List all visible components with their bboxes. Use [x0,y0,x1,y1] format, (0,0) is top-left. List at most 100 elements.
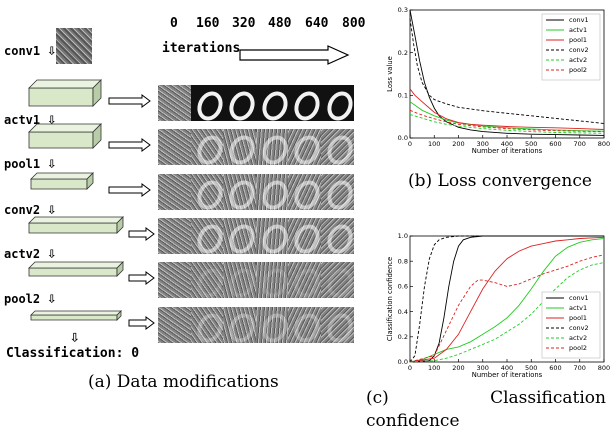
legend-label: actv1 [569,304,587,312]
activation-thumbnail [320,129,358,169]
layer-block [28,79,102,107]
loss-chart: 0 100 200 300 400 500 600 700 800 0.0 0.1 0.2 0.3 Num… [386,6,610,155]
caption-c: (c) Classification confidence [366,387,606,433]
stage-label: actv2 ⇩ [4,244,56,262]
digit-zero-shape [290,220,325,258]
legend-label: actv1 [569,26,587,34]
series-line-conv2 [409,18,605,124]
iteration-tick: 640 [305,16,329,31]
digit-zero-shape [257,87,292,125]
down-arrow: ⇩ [47,289,57,307]
legend-label: conv1 [569,16,589,24]
layer-block [30,310,122,321]
series-line-conv2 [409,235,604,363]
digit-zero-shape [322,176,358,214]
series-line-actv2 [409,114,605,134]
activation-thumbnail [288,262,325,302]
down-arrow: ⇩ [47,154,57,172]
activation-thumbnail [190,307,227,347]
digit-zero-shape [192,264,227,302]
x-tick-label: 0 [408,140,412,148]
activation-thumbnail [320,218,358,258]
y-tick-label: 0.4 [398,308,408,316]
activation-thumbnail [288,129,325,169]
legend-label: pool1 [569,314,587,322]
digit-zero-shape [224,176,260,214]
x-tick-label: 800 [598,364,610,372]
y-axis-label: Loss value [386,56,394,92]
image-strip [158,129,358,169]
digit-zero-shape [257,220,292,258]
x-tick-label: 500 [525,140,537,148]
legend-label: actv2 [569,334,587,342]
digit-zero-shape [224,87,260,125]
layer-block [28,216,124,234]
x-tick-label: 0 [408,364,412,372]
activation-thumbnail [190,174,227,214]
activation-thumbnail [255,129,292,169]
iterations-arrow [239,45,350,65]
y-tick-label: 1.0 [398,232,408,240]
activation-thumbnail [288,218,325,258]
activation-thumbnail [158,129,191,165]
digit-zero-shape [290,309,325,347]
digit-zero-shape [224,264,260,302]
digit-zero-shape [257,131,292,169]
x-tick-label: 200 [452,364,464,372]
x-tick-label: 300 [477,364,489,372]
digit-zero-shape [224,131,260,169]
activation-thumbnail [255,174,292,214]
iteration-tick: 480 [268,16,292,31]
right-arrow [128,227,155,241]
activation-thumbnail [255,262,292,302]
activation-thumbnail [288,174,325,214]
activation-thumbnail [223,129,260,169]
layer-block [28,123,102,149]
iterations-label: iterations [162,41,241,56]
y-axis-label: Classification confidence [386,257,394,341]
legend-label: conv2 [569,324,589,332]
caption-c-word: Classification [490,388,606,408]
image-strip [158,262,358,302]
stage-label: pool2 ⇩ [4,289,56,307]
iteration-tick: 0 [170,16,178,31]
digit-zero-shape [192,176,227,214]
x-axis-label: Number of iterations [472,371,543,379]
activation-thumbnail [190,218,227,258]
y-tick-label: 0.3 [398,6,408,14]
stage-label: conv2 ⇩ [4,200,56,218]
activation-thumbnail [288,85,325,125]
activation-thumbnail [158,262,191,298]
x-tick-label: 400 [501,364,513,372]
legend-box [541,291,601,359]
legend-label: pool2 [569,344,587,352]
activation-thumbnail [223,262,260,302]
digit-zero-shape [322,131,358,169]
activation-thumbnail [158,307,191,343]
stage-label: pool1 ⇩ [4,154,56,172]
stage-name: pool2 [4,292,41,306]
iteration-tick: 800 [342,16,366,31]
stage-name: pool1 [4,157,41,171]
digit-zero-shape [290,131,325,169]
stage-name: actv1 [4,113,41,127]
right-arrow [108,183,151,197]
digit-zero-shape [192,309,227,347]
iteration-tick-row: 0 160 320 480 640 800 [160,16,365,36]
series-line-pool1 [409,88,605,130]
digit-zero-shape [224,309,260,347]
caption-c-line2: confidence [366,411,460,431]
activation-thumbnail [223,307,260,347]
y-tick-label: 0.2 [398,333,408,341]
legend-label: conv2 [569,46,589,54]
y-tick-label: 0.8 [398,257,408,265]
series-line-pool2 [409,109,605,133]
classification-result: Classification: 0 [6,346,140,361]
activation-thumbnail [255,218,292,258]
x-axis-label: Number of iterations [472,147,543,155]
x-tick-label: 600 [549,140,561,148]
activation-thumbnail [223,174,260,214]
activation-thumbnail [223,218,260,258]
activation-thumbnail [320,85,358,125]
caption-c-prefix: (c) [366,388,389,408]
